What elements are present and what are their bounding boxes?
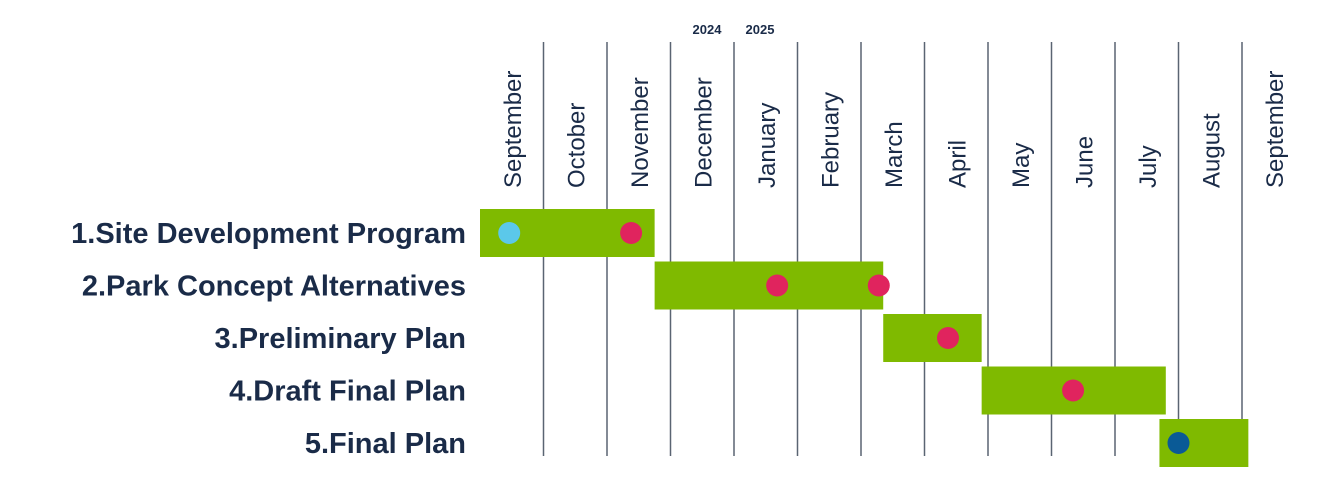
- month-label: June: [1071, 136, 1098, 188]
- milestone: [936, 327, 959, 349]
- month-label: December: [690, 77, 717, 188]
- year-label: 2024: [693, 22, 723, 37]
- month-label: September: [500, 71, 527, 188]
- month-label: August: [1198, 113, 1225, 188]
- task-label: 5.Final Plan: [305, 428, 466, 460]
- milestone: [1062, 379, 1085, 402]
- month-label: July: [1135, 145, 1162, 188]
- task-label: 4.Draft Final Plan: [229, 376, 466, 408]
- month-label: October: [563, 103, 590, 188]
- task-label: 2.Park Concept Alternatives: [82, 271, 466, 303]
- month-label: March: [881, 121, 908, 188]
- milestone: [1167, 432, 1190, 454]
- task-label: 3.Preliminary Plan: [215, 323, 466, 355]
- milestone: [766, 274, 789, 297]
- task-label: 1.Site Development Program: [71, 218, 466, 250]
- month-label: September: [1262, 71, 1289, 188]
- month-label: February: [817, 92, 844, 188]
- milestone: [620, 222, 643, 244]
- milestone: [867, 274, 890, 297]
- month-label: January: [754, 103, 781, 188]
- year-label: 2025: [746, 22, 775, 37]
- milestone: [498, 222, 521, 244]
- month-label: November: [627, 77, 654, 188]
- task-bar: [883, 314, 982, 362]
- month-label: May: [1008, 143, 1035, 188]
- month-label: April: [944, 140, 971, 188]
